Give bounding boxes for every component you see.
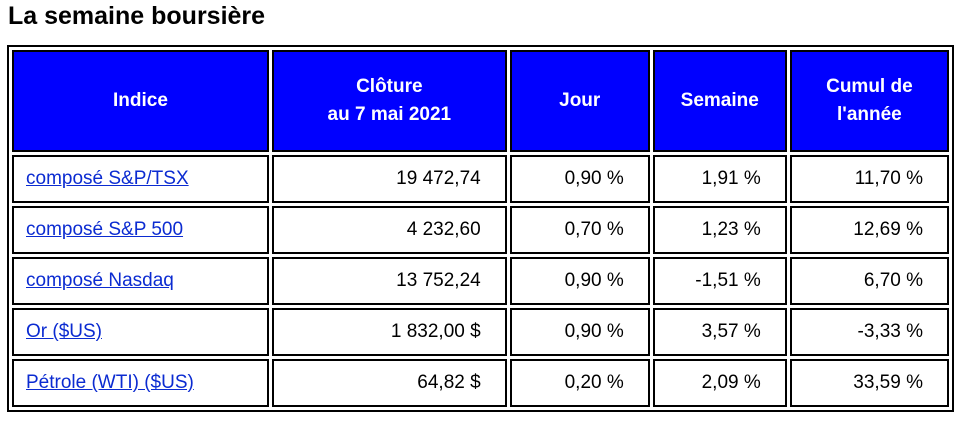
- value-cell: 19 472,74: [271, 155, 507, 203]
- index-link[interactable]: composé Nasdaq: [26, 270, 174, 291]
- value-cell: 12,69 %: [789, 206, 949, 254]
- index-link[interactable]: composé S&P 500: [26, 219, 184, 240]
- column-header: Semaine: [652, 50, 787, 152]
- column-header: Indice: [12, 50, 269, 152]
- value-cell: 6,70 %: [789, 257, 949, 305]
- page-title: La semaine boursière: [8, 2, 266, 30]
- value-cell: 2,09 %: [652, 359, 787, 407]
- value-cell: 0,70 %: [509, 206, 650, 254]
- index-cell: composé S&P/TSX: [12, 155, 269, 203]
- value-cell: -3,33 %: [789, 308, 949, 356]
- market-table: Indice Clôture au 7 mai 2021 Jour Semaine Cu…: [7, 45, 954, 412]
- column-header: Clôture au 7 mai 2021: [271, 50, 507, 152]
- table-row: composé Nasdaq 13 752,24 0,90 % -1,51 % 6,70…: [12, 257, 949, 305]
- column-header: Cumul de l'année: [789, 50, 949, 152]
- index-link[interactable]: Or ($US): [26, 321, 102, 342]
- table-row: composé S&P 500 4 232,60 0,70 % 1,23 % 12,69…: [12, 206, 949, 254]
- index-link[interactable]: Pétrole (WTI) ($US): [26, 372, 194, 393]
- value-cell: 0,90 %: [509, 155, 650, 203]
- index-link[interactable]: composé S&P/TSX: [26, 168, 189, 189]
- table-row: Or ($US) 1 832,00 $0,90 % 3,57 % -3,33 %: [12, 308, 949, 356]
- value-cell: 64,82 $: [271, 359, 507, 407]
- value-cell: 3,57 %: [652, 308, 787, 356]
- table-row: composé S&P/TSX 19 472,74 0,90 % 1,91 % 11,7…: [12, 155, 949, 203]
- value-cell: 0,20 %: [509, 359, 650, 407]
- value-cell: -1,51 %: [652, 257, 787, 305]
- value-cell: 1,23 %: [652, 206, 787, 254]
- value-cell: 33,59 %: [789, 359, 949, 407]
- value-cell: 4 232,60: [271, 206, 507, 254]
- value-cell: 1 832,00 $: [271, 308, 507, 356]
- value-cell: 11,70 %: [789, 155, 949, 203]
- index-cell: composé Nasdaq: [12, 257, 269, 305]
- header-row: Indice Clôture au 7 mai 2021 Jour Semaine Cu…: [12, 50, 949, 152]
- index-cell: Or ($US): [12, 308, 269, 356]
- value-cell: 0,90 %: [509, 257, 650, 305]
- index-cell: Pétrole (WTI) ($US): [12, 359, 269, 407]
- column-header: Jour: [509, 50, 650, 152]
- value-cell: 0,90 %: [509, 308, 650, 356]
- value-cell: 1,91 %: [652, 155, 787, 203]
- value-cell: 13 752,24: [271, 257, 507, 305]
- table-body: composé S&P/TSX 19 472,74 0,90 % 1,91 % 11,7…: [12, 155, 949, 407]
- table-row: Pétrole (WTI) ($US) 64,82 $0,20 % 2,09 % 33…: [12, 359, 949, 407]
- index-cell: composé S&P 500: [12, 206, 269, 254]
